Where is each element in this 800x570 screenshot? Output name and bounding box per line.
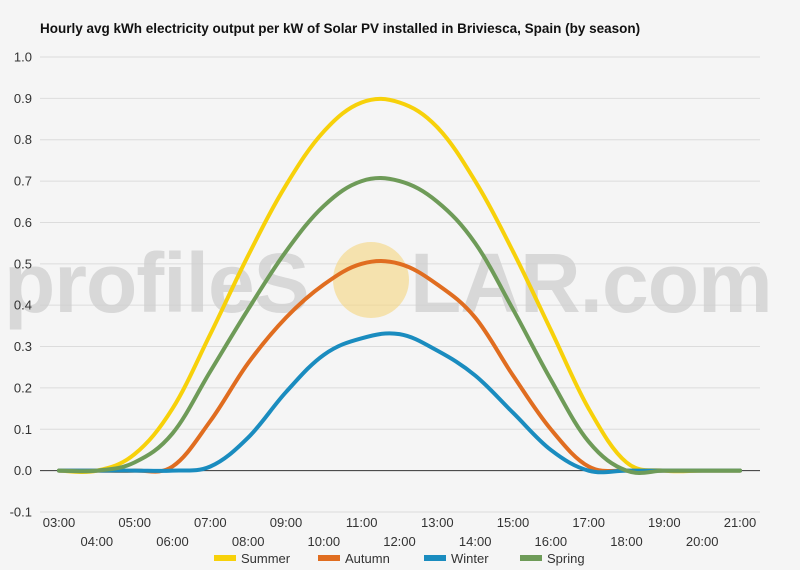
legend-label: Autumn (345, 551, 390, 566)
x-tick-label: 19:00 (648, 515, 681, 530)
legend-label: Winter (451, 551, 489, 566)
y-tick-label: 0.3 (14, 339, 32, 354)
x-tick-label: 09:00 (270, 515, 303, 530)
legend-label: Summer (241, 551, 291, 566)
y-tick-label: 1.0 (14, 50, 32, 65)
legend-label: Spring (547, 551, 585, 566)
x-axis-tick-labels: 03:00 04:00 05:00 06:00 07:00 08:00 09:00 10:00… (43, 515, 757, 549)
legend-swatch (520, 555, 542, 561)
x-tick-label: 07:00 (194, 515, 227, 530)
x-tick-label: 16:00 (535, 534, 568, 549)
x-tick-label: 11:00 (346, 515, 378, 530)
y-tick-label: 0.5 (14, 256, 32, 271)
y-tick-label: 0.6 (14, 215, 32, 230)
x-tick-label: 14:00 (459, 534, 492, 549)
y-axis-tick-labels: -0.1 0.0 0.1 0.2 0.3 0.4 0.5 0.6 0.7 0.8 0.9 1.0 (10, 50, 32, 520)
watermark-right-text: LAR.com (410, 236, 772, 330)
y-tick-label: 0.7 (14, 174, 32, 189)
x-tick-label: 05:00 (118, 515, 151, 530)
x-tick-label: 17:00 (572, 515, 605, 530)
x-tick-label: 18:00 (610, 534, 643, 549)
series-lines (57, 96, 742, 475)
legend: Summer Autumn Winter Spring (214, 551, 585, 566)
x-tick-label: 06:00 (156, 534, 189, 549)
y-tick-label: -0.1 (10, 505, 32, 520)
watermark-sun-icon (333, 242, 409, 318)
y-tick-label: 0.0 (14, 463, 32, 478)
chart-title: Hourly avg kWh electricity output per kW… (40, 21, 640, 36)
legend-item-summer: Summer (214, 551, 291, 566)
y-tick-label: 0.9 (14, 91, 32, 106)
legend-swatch (318, 555, 340, 561)
y-tick-label: 0.1 (14, 422, 32, 437)
legend-swatch (424, 555, 446, 561)
y-tick-label: 0.2 (14, 380, 32, 395)
legend-item-spring: Spring (520, 551, 585, 566)
x-tick-label: 21:00 (724, 515, 757, 530)
x-tick-label: 13:00 (421, 515, 454, 530)
x-tick-label: 15:00 (497, 515, 530, 530)
series-line-spring (57, 176, 742, 475)
profilesolar-watermark: profileS LAR.com (4, 236, 773, 330)
series-line-summer (57, 96, 742, 474)
x-tick-label: 20:00 (686, 534, 719, 549)
x-tick-label: 08:00 (232, 534, 265, 549)
x-tick-label: 12:00 (383, 534, 416, 549)
y-tick-label: 0.4 (14, 298, 32, 313)
legend-item-autumn: Autumn (318, 551, 390, 566)
x-tick-label: 04:00 (81, 534, 114, 549)
x-tick-label: 10:00 (308, 534, 341, 549)
watermark-left-text: profileS (4, 236, 309, 330)
legend-swatch (214, 555, 236, 561)
y-tick-label: 0.8 (14, 132, 32, 147)
series-line-winter (57, 331, 742, 475)
legend-item-winter: Winter (424, 551, 489, 566)
x-tick-label: 03:00 (43, 515, 76, 530)
